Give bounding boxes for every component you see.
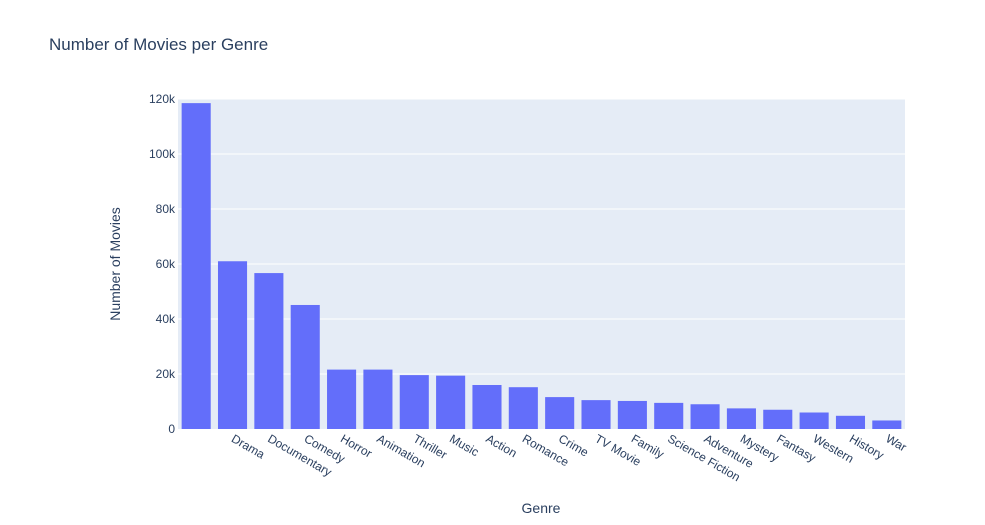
bar — [508, 387, 538, 429]
bar — [363, 369, 393, 429]
y-tick-label: 100k — [149, 147, 176, 161]
bar — [290, 304, 320, 429]
bar — [436, 375, 466, 429]
bar — [799, 412, 829, 429]
bar — [726, 408, 756, 429]
y-axis-title: Number of Movies — [107, 207, 123, 321]
bar — [835, 415, 866, 429]
x-tick-label: Western — [811, 431, 857, 465]
y-axis-ticks: 0 20k 40k 60k 80k 100k 120k — [149, 92, 176, 436]
bar — [763, 409, 793, 429]
bar — [617, 400, 647, 429]
x-tick-label: Action — [483, 431, 519, 460]
x-tick-label: Fantasy — [774, 431, 818, 464]
chart-title: Number of Movies per Genre — [49, 35, 268, 54]
y-tick-label: 40k — [156, 312, 176, 326]
bar — [327, 369, 357, 429]
x-axis-title: Genre — [522, 500, 561, 516]
bar — [581, 400, 611, 429]
bars — [181, 103, 902, 429]
bar — [181, 103, 211, 429]
y-tick-label: 20k — [156, 367, 176, 381]
y-tick-label: 80k — [156, 202, 176, 216]
bar — [545, 397, 575, 429]
y-tick-label: 120k — [149, 92, 176, 106]
x-tick-label: War — [883, 431, 909, 454]
bar — [472, 385, 502, 429]
y-tick-label: 60k — [156, 257, 176, 271]
x-tick-label: Drama — [229, 431, 267, 461]
bar — [217, 261, 248, 429]
bar — [254, 273, 284, 429]
bar — [690, 404, 720, 429]
y-tick-label: 0 — [168, 422, 175, 436]
bar — [399, 375, 429, 429]
bar — [872, 420, 902, 429]
x-tick-label: Music — [447, 431, 481, 459]
bar — [654, 402, 684, 429]
